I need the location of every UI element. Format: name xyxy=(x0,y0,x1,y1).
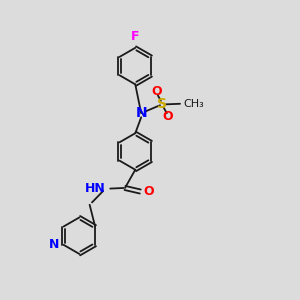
Text: F: F xyxy=(131,30,140,44)
Text: O: O xyxy=(162,110,173,123)
Text: N: N xyxy=(49,238,59,251)
Text: O: O xyxy=(152,85,162,98)
Text: CH₃: CH₃ xyxy=(183,99,204,109)
Text: N: N xyxy=(135,106,147,120)
Text: O: O xyxy=(144,185,154,198)
Text: HN: HN xyxy=(85,182,106,195)
Text: S: S xyxy=(158,98,167,111)
